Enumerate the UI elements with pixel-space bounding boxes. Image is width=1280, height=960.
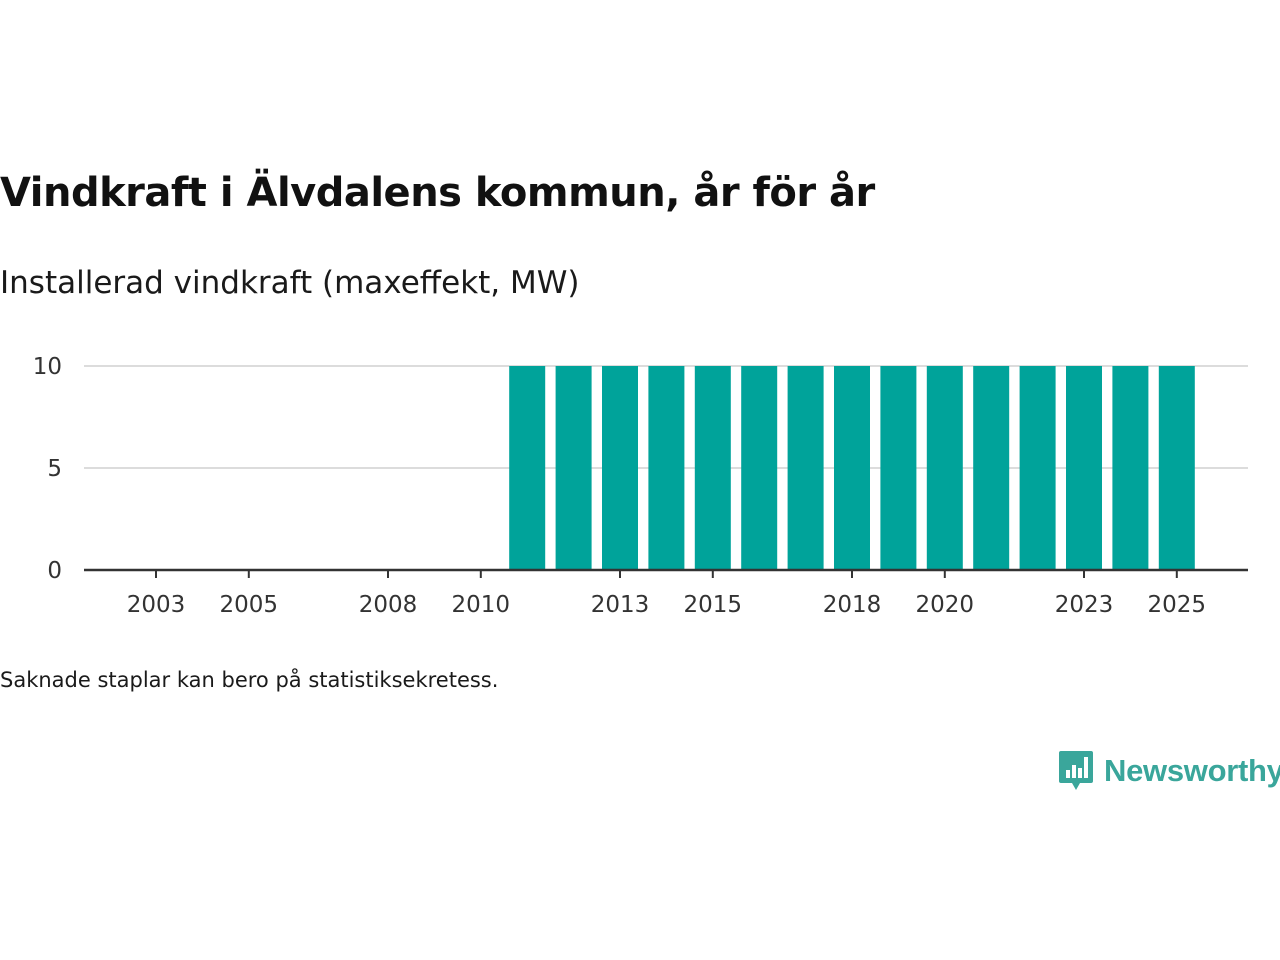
- x-tick-label-2008: 2008: [359, 592, 418, 618]
- bar-chart: 0 5 10 2003 2005 2008 2010 2013 2015 2018 2020 2023…: [33, 354, 1248, 618]
- axes: 0 5 10 2003 2005 2008 2010 2013 2015 2018 2020 2023…: [33, 354, 1248, 618]
- x-tick-label-2025: 2025: [1148, 592, 1207, 618]
- y-tick-label-10: 10: [33, 354, 62, 380]
- newsworthy-logo-text: Newsworthy: [1104, 753, 1280, 788]
- bar-2018: [834, 366, 870, 570]
- bar-2019: [880, 366, 917, 570]
- x-tick-label-2010: 2010: [452, 592, 511, 618]
- bar-2015: [694, 366, 731, 570]
- footnote: Saknade staplar kan bero på statistiksek…: [0, 668, 499, 692]
- x-tick-label-2018: 2018: [823, 592, 882, 618]
- bar-2012: [555, 366, 592, 570]
- chart-subtitle: Installerad vindkraft (maxeffekt, MW): [0, 265, 580, 301]
- y-tick-label-0: 0: [47, 558, 62, 584]
- bar-2013: [602, 366, 638, 570]
- bar-2014: [648, 366, 685, 570]
- x-tick-label-2005: 2005: [220, 592, 279, 618]
- x-tick-label-2013: 2013: [591, 592, 650, 618]
- bars: [509, 366, 1195, 570]
- x-tick-label-2003: 2003: [127, 592, 186, 618]
- bar-2021: [973, 366, 1010, 570]
- bar-2022: [1019, 366, 1056, 570]
- bar-2023: [1066, 366, 1102, 570]
- newsworthy-logo[interactable]: Newsworthy: [1058, 748, 1280, 794]
- newsworthy-logo-icon: [1059, 751, 1093, 790]
- x-tick-label-2020: 2020: [916, 592, 975, 618]
- bar-2011: [509, 366, 546, 570]
- bar-2017: [787, 366, 824, 570]
- y-tick-label-5: 5: [47, 456, 62, 482]
- bar-2016: [741, 366, 778, 570]
- x-tick-label-2015: 2015: [684, 592, 743, 618]
- bar-2024: [1112, 366, 1149, 570]
- bar-2020: [926, 366, 963, 570]
- x-tick-label-2023: 2023: [1055, 592, 1114, 618]
- bar-2025: [1158, 366, 1195, 570]
- chart-title: Vindkraft i Älvdalens kommun, år för år: [0, 170, 875, 216]
